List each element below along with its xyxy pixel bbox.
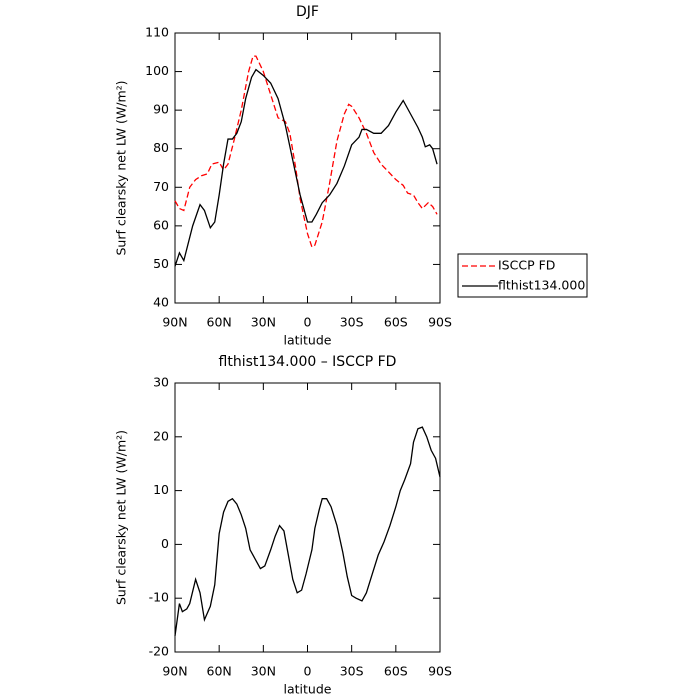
- y-axis-label: Surf clearsky net LW (W/m²): [114, 430, 129, 605]
- x-tick-label: 60S: [384, 664, 408, 679]
- y-tick-label: 50: [153, 256, 169, 271]
- y-tick-label: 10: [153, 482, 169, 497]
- legend-label: ISCCP FD: [498, 258, 555, 273]
- x-tick-label: 90S: [428, 315, 452, 330]
- x-axis-label: latitude: [284, 333, 332, 348]
- legend-label: flthist134.000: [498, 278, 585, 293]
- y-tick-label: 20: [153, 428, 169, 443]
- plot-frame: [174, 382, 441, 653]
- y-tick-label: 100: [145, 63, 169, 78]
- chart-title: DJF: [296, 4, 319, 20]
- x-tick-label: 90N: [162, 664, 187, 679]
- y-axis-label: Surf clearsky net LW (W/m²): [114, 80, 129, 255]
- x-tick-label: 60N: [207, 664, 232, 679]
- y-tick-label: -20: [149, 644, 169, 659]
- x-tick-label: 30S: [340, 664, 364, 679]
- y-tick-label: 40: [153, 295, 169, 310]
- y-tick-label: 70: [153, 179, 169, 194]
- y-tick-label: 60: [153, 217, 169, 232]
- x-tick-label: 90N: [162, 315, 187, 330]
- y-tick-label: 30: [153, 375, 169, 390]
- x-tick-label: 90S: [428, 664, 452, 679]
- x-tick-label: 30N: [251, 315, 276, 330]
- x-tick-label: 60S: [384, 315, 408, 330]
- y-tick-label: -10: [149, 590, 169, 605]
- x-tick-label: 30S: [340, 315, 364, 330]
- chart-title: flthist134.000 – ISCCP FD: [219, 354, 397, 370]
- series-line: [174, 55, 438, 249]
- legend-box: [457, 253, 588, 298]
- series-line: [174, 426, 441, 636]
- x-tick-label: 0: [304, 315, 312, 330]
- y-tick-label: 80: [153, 140, 169, 155]
- x-axis-label: latitude: [284, 682, 332, 697]
- x-tick-label: 60N: [207, 315, 232, 330]
- series-line: [174, 68, 438, 267]
- plot-frame: [174, 32, 441, 304]
- x-tick-label: 0: [304, 664, 312, 679]
- x-tick-label: 30N: [251, 664, 276, 679]
- y-tick-label: 110: [145, 25, 169, 40]
- y-tick-label: 90: [153, 102, 169, 117]
- y-tick-label: 0: [161, 536, 169, 551]
